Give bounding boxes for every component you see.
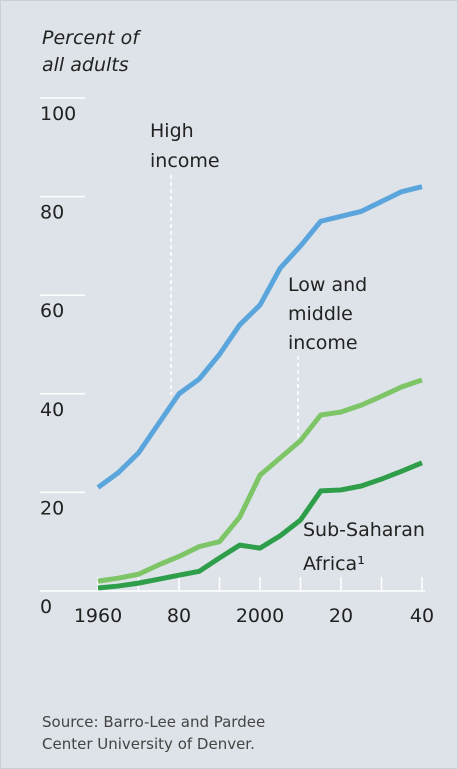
- y-tick-label: 20: [40, 497, 64, 519]
- series-line: [97, 460, 423, 591]
- x-tick-label: 80: [167, 605, 191, 627]
- y-tick-label: 40: [40, 399, 64, 421]
- y-axis-label: Percent of: [42, 27, 142, 49]
- y-tick-label: 100: [40, 103, 76, 125]
- series-label: middle: [288, 303, 353, 325]
- x-tick-label: 40: [410, 605, 434, 627]
- x-tick-label: 1960: [74, 605, 122, 627]
- series-label: income: [288, 332, 358, 354]
- y-tick-label: 0: [40, 596, 52, 618]
- source: Center University of Denver.: [42, 735, 255, 753]
- source: Source: Barro-Lee and Pardee: [42, 713, 265, 731]
- series-label: Low and: [288, 274, 367, 296]
- series-label: Africa¹: [303, 553, 365, 575]
- series-line: [96, 184, 423, 490]
- series-label: income: [150, 150, 220, 172]
- y-tick-label: 60: [40, 300, 64, 322]
- series-line: [97, 377, 423, 584]
- series-label: Sub-Saharan: [303, 519, 425, 541]
- series-label: High: [150, 120, 194, 142]
- x-tick-label: 20: [329, 605, 353, 627]
- y-axis-label: all adults: [42, 54, 129, 76]
- x-tick-label: 2000: [236, 605, 284, 627]
- y-tick-label: 80: [40, 202, 64, 224]
